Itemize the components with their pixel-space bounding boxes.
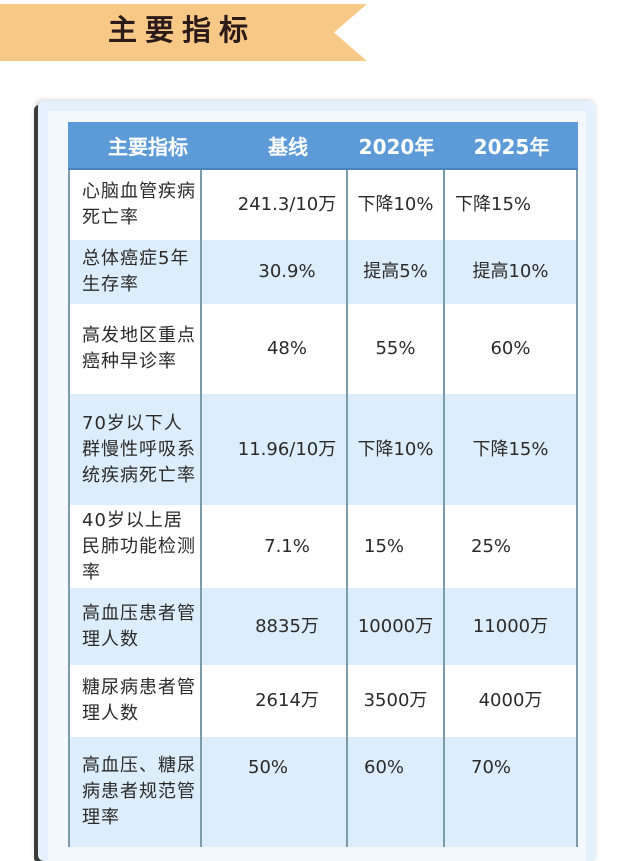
- table-row: 高血压患者管理人数 8835万 10000万 11000万: [70, 588, 576, 665]
- column-header-2020: 2020年: [358, 134, 435, 159]
- indicator-cell: 心脑血管疾病死亡率: [70, 170, 202, 240]
- target-2025-cell: 4000万: [478, 690, 543, 711]
- table-row: 总体癌症5年生存率 30.9% 提高5% 提高10%: [70, 240, 576, 304]
- indicator-cell: 高发地区重点癌种早诊率: [70, 304, 202, 394]
- target-2025-cell: 下降15%: [472, 438, 549, 460]
- baseline-cell: 48%: [228, 304, 348, 394]
- target-2020-cell: 60%: [348, 737, 445, 847]
- table-body: 心脑血管疾病死亡率 241.3/10万 下降10% 下降15% 总体癌症5年生存…: [68, 170, 578, 847]
- baseline-cell: 241.3/10万: [228, 170, 348, 240]
- baseline-cell: 30.9%: [228, 240, 348, 304]
- baseline-cell: 8835万: [228, 588, 348, 665]
- table-row: 高血压、糖尿病患者规范管理率 50% 60% 70%: [70, 737, 576, 847]
- target-2020-cell: 3500万: [348, 665, 445, 737]
- indicator-cell: 高血压、糖尿病患者规范管理率: [70, 737, 202, 847]
- baseline-cell: 50%: [228, 737, 348, 847]
- indicator-cell: 高血压患者管理人数: [70, 588, 202, 665]
- table-row: 心脑血管疾病死亡率 241.3/10万 下降10% 下降15%: [70, 170, 576, 240]
- section-banner: [0, 4, 367, 61]
- target-2025-cell: 提高10%: [472, 261, 549, 282]
- target-2020-cell: 提高5%: [348, 240, 445, 304]
- column-header-indicator: 主要指标: [108, 134, 188, 159]
- target-2025-cell: 下降15%: [455, 194, 532, 215]
- target-2020-cell: 15%: [348, 505, 445, 588]
- indicator-cell: 糖尿病患者管理人数: [70, 665, 202, 737]
- section-title: 主要指标: [108, 13, 257, 47]
- table-row: 70岁以下人群慢性呼吸系统疾病死亡率 11.96/10万 下降10% 下降15%: [70, 394, 576, 505]
- table-header: 主要指标 基线 2020年 2025年: [68, 122, 578, 170]
- indicator-cell: 70岁以下人群慢性呼吸系统疾病死亡率: [70, 394, 202, 505]
- target-2020-cell: 10000万: [348, 588, 445, 665]
- target-2025-cell: 70%: [471, 757, 512, 778]
- column-header-2025: 2025年: [473, 134, 550, 159]
- baseline-cell: 2614万: [228, 665, 348, 737]
- target-2020-cell: 55%: [348, 304, 445, 394]
- indicator-cell: 40岁以上居民肺功能检测率: [70, 505, 202, 588]
- baseline-cell: 11.96/10万: [228, 394, 348, 505]
- target-2025-cell: 60%: [490, 338, 531, 359]
- table-row: 糖尿病患者管理人数 2614万 3500万 4000万: [70, 665, 576, 737]
- table-row: 高发地区重点癌种早诊率 48% 55% 60%: [70, 304, 576, 394]
- baseline-cell: 7.1%: [228, 505, 348, 588]
- column-header-baseline: 基线: [268, 134, 308, 159]
- indicator-cell: 总体癌症5年生存率: [70, 240, 202, 304]
- target-2025-cell: 25%: [471, 535, 512, 557]
- target-2020-cell: 下降10%: [348, 170, 445, 240]
- table-row: 40岁以上居民肺功能检测率 7.1% 15% 25%: [70, 505, 576, 588]
- target-2025-cell: 11000万: [472, 615, 549, 637]
- target-2020-cell: 下降10%: [348, 394, 445, 505]
- indicators-table: 主要指标 基线 2020年 2025年 心脑血管疾病死亡率 241.3/10万 …: [68, 122, 578, 847]
